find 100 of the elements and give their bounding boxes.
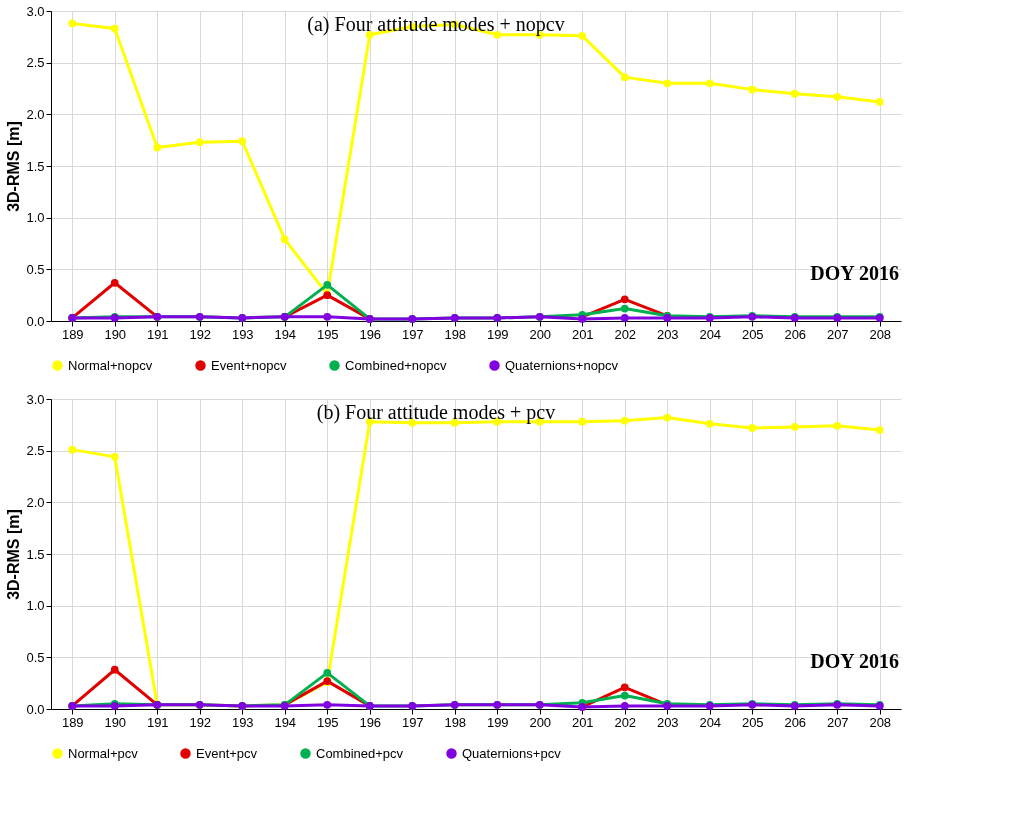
- point: [195, 138, 204, 147]
- point: [620, 416, 629, 425]
- point: [110, 278, 119, 287]
- point: [705, 419, 714, 428]
- y-tick-label: 1.0: [26, 210, 45, 226]
- point: [365, 30, 374, 39]
- x-tick-label: 204: [699, 714, 722, 730]
- x-tick-label: 203: [656, 326, 679, 342]
- point: [450, 418, 459, 427]
- x-tick-label: 207: [826, 714, 849, 730]
- point: [790, 423, 799, 431]
- point: [833, 92, 842, 101]
- x-tick-label: 196: [359, 326, 382, 342]
- x-tick-label: 198: [444, 714, 467, 730]
- point: [323, 313, 332, 321]
- x-tick-label: 198: [444, 326, 467, 342]
- x-tick-label: 192: [189, 714, 212, 730]
- point: [110, 453, 119, 461]
- point: [110, 665, 119, 674]
- x-tick-label: 190: [104, 714, 127, 730]
- x-tick-label: 200: [529, 326, 552, 342]
- point: [833, 422, 842, 430]
- legend-label: Event+nopcv: [211, 357, 288, 373]
- point: [705, 79, 714, 88]
- legend-label: Combined+pcv: [316, 745, 404, 761]
- point: [790, 89, 799, 98]
- point: [748, 85, 757, 94]
- point: [280, 235, 289, 244]
- x-tick-label: 194: [274, 714, 297, 730]
- legend-label: Quaternions+pcv: [462, 745, 562, 761]
- point: [153, 143, 162, 152]
- point: [620, 295, 629, 304]
- y-axis-title: 3D-RMS [m]: [5, 509, 23, 600]
- x-tick-label: 199: [486, 714, 509, 730]
- point: [875, 98, 884, 106]
- x-tick-label: 204: [699, 326, 722, 342]
- y-tick-label: 1.5: [26, 158, 45, 174]
- x-tick-label: 203: [656, 714, 679, 730]
- x-tick-label: 196: [359, 714, 382, 730]
- x-tick-label: 195: [316, 326, 339, 342]
- x-tick-label: 193: [231, 714, 254, 730]
- y-tick-label: 2.5: [26, 443, 45, 459]
- x-tick-label: 197: [401, 326, 424, 342]
- legend-label: Quaternions+nopcv: [505, 357, 619, 373]
- x-tick-label: 192: [189, 326, 212, 342]
- point: [323, 701, 332, 709]
- point: [620, 73, 629, 81]
- x-tick-label: 195: [316, 714, 339, 730]
- x-tick-label: 206: [784, 326, 807, 342]
- point: [323, 668, 332, 677]
- y-tick-label: 2.0: [26, 494, 45, 510]
- point: [110, 24, 119, 33]
- legend-label: Event+pcv: [196, 745, 258, 761]
- y-tick-label: 1.0: [26, 598, 45, 614]
- point: [620, 304, 629, 313]
- x-tick-label: 191: [146, 714, 169, 730]
- x-tick-label: 202: [614, 326, 637, 342]
- point: [323, 280, 332, 289]
- x-tick-label: 201: [571, 326, 594, 342]
- y-tick-label: 2.0: [26, 106, 45, 122]
- y-tick-label: 3.0: [26, 391, 45, 407]
- chart-title: (b) Four attitude modes + pcv: [316, 401, 556, 424]
- x-tick-label: 200: [529, 714, 552, 730]
- x-tick-label: 193: [231, 326, 254, 342]
- point: [875, 426, 884, 434]
- x-tick-label: 199: [486, 326, 509, 342]
- point: [748, 424, 757, 432]
- point: [68, 19, 77, 28]
- x-tick-label: 197: [401, 714, 424, 730]
- x-tick-label: 201: [571, 714, 594, 730]
- x-tick-label: 191: [146, 326, 169, 342]
- x-tick-label: 208: [869, 714, 892, 730]
- point: [620, 691, 629, 700]
- legend-label: Normal+nopcv: [68, 357, 153, 373]
- y-tick-label: 0.0: [26, 701, 45, 717]
- x-tick-label: 202: [614, 714, 637, 730]
- x-tick-label: 207: [826, 326, 849, 342]
- legend-label: Normal+pcv: [68, 745, 139, 761]
- legend-label: Combined+nopcv: [345, 357, 448, 373]
- y-tick-label: 2.5: [26, 55, 45, 71]
- y-tick-label: 1.5: [26, 546, 45, 562]
- point: [663, 413, 672, 422]
- x-tick-label: 194: [274, 326, 297, 342]
- point: [620, 702, 629, 710]
- annotation: DOY 2016: [810, 649, 899, 672]
- annotation: DOY 2016: [810, 261, 899, 284]
- x-tick-label: 205: [741, 714, 764, 730]
- point: [620, 683, 629, 692]
- y-axis-title: 3D-RMS [m]: [5, 121, 23, 212]
- point: [620, 314, 629, 322]
- y-tick-label: 0.0: [26, 313, 45, 329]
- point: [238, 137, 247, 146]
- point: [68, 445, 77, 454]
- x-tick-label: 206: [784, 714, 807, 730]
- y-tick-label: 0.5: [26, 649, 45, 665]
- y-tick-label: 3.0: [26, 3, 45, 19]
- x-tick-label: 205: [741, 326, 764, 342]
- point: [578, 31, 587, 40]
- y-tick-label: 0.5: [26, 261, 45, 277]
- point: [493, 30, 502, 39]
